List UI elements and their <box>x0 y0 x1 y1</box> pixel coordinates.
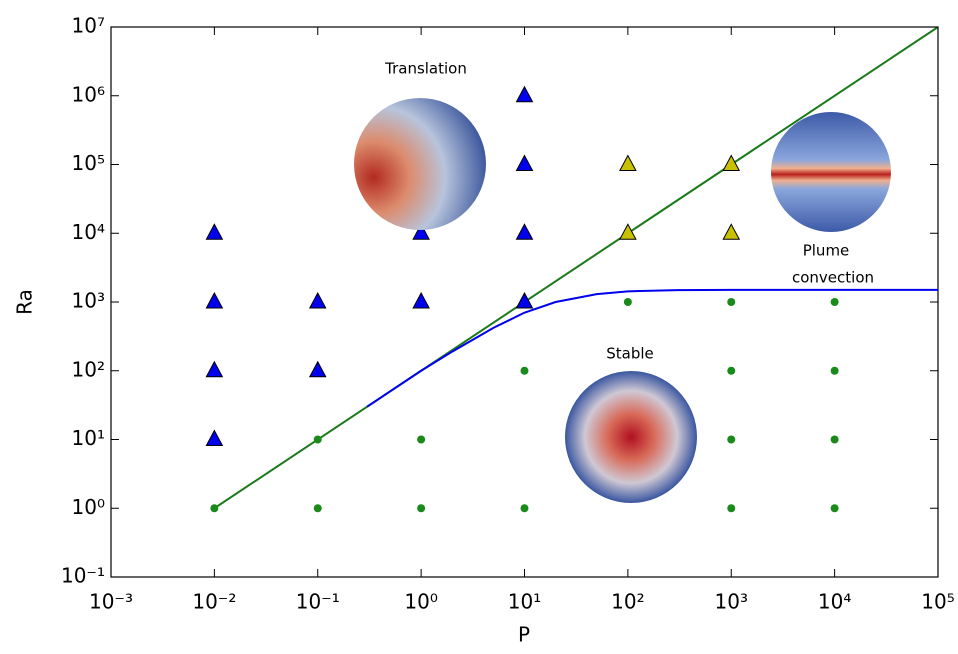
y-tick-label: 10³ <box>72 289 105 313</box>
stable-sphere <box>565 371 697 503</box>
y-tick-label: 10⁶ <box>72 82 105 106</box>
triangle-point <box>205 291 224 309</box>
x-tick-label: 10⁵ <box>921 590 954 614</box>
triangle-point <box>308 291 327 309</box>
dot-point <box>727 504 736 513</box>
y-tick-label: 10² <box>72 357 105 381</box>
y-tick-label: 10⁰ <box>72 495 105 519</box>
triangle-point <box>619 223 637 240</box>
dot-point <box>830 435 839 444</box>
x-tick-label: 10⁴ <box>818 590 851 614</box>
triangle-point <box>205 223 224 240</box>
x-tick-label: 10⁻² <box>192 590 236 614</box>
dot-point <box>830 366 839 375</box>
triangle-point <box>308 360 327 378</box>
triangle-point <box>205 360 224 378</box>
triangle-point <box>412 291 430 309</box>
dot-point <box>417 435 426 444</box>
line <box>213 27 938 510</box>
x-axis-label: P <box>518 623 530 647</box>
dot-point <box>623 298 632 306</box>
annotation: Translation <box>384 60 467 78</box>
translation-sphere <box>354 98 486 230</box>
dot-point <box>520 366 529 375</box>
y-axis-label: Ra <box>13 289 37 315</box>
dot-point <box>727 298 736 306</box>
y-tick-label: 10⁴ <box>72 220 105 244</box>
triangle-point <box>515 291 534 309</box>
dot-point <box>727 435 736 444</box>
y-tick-label: 10⁵ <box>72 151 105 175</box>
x-tick-label: 10⁻³ <box>89 590 133 614</box>
dot-point <box>727 366 736 375</box>
dot-point <box>520 504 529 513</box>
triangle-point <box>515 85 534 103</box>
dot-point <box>830 298 839 306</box>
insets <box>354 98 891 503</box>
y-tick-label: 10⁻¹ <box>61 564 105 588</box>
triangle-point <box>722 154 741 171</box>
triangle-point <box>515 223 534 240</box>
dot-point <box>210 504 219 513</box>
x-tick-label: 10³ <box>715 590 748 614</box>
triangle-point <box>619 154 637 171</box>
dot-point <box>417 504 426 513</box>
dot-point <box>313 504 322 513</box>
triangle-point <box>722 223 741 240</box>
plume-sphere <box>771 112 891 232</box>
triangle-point <box>515 154 534 171</box>
x-tick-label: 10¹ <box>508 590 541 614</box>
dot-point <box>830 504 839 513</box>
annotation: convection <box>792 269 874 287</box>
line <box>366 288 938 408</box>
plot-area <box>205 27 938 513</box>
triangle-point <box>205 429 224 446</box>
triangle-point <box>412 223 430 240</box>
dot-point <box>313 435 322 444</box>
annotation: Stable <box>606 345 654 363</box>
x-tick-label: 10² <box>611 590 644 614</box>
x-tick-label: 10⁻¹ <box>296 590 340 614</box>
y-tick-label: 10¹ <box>72 426 105 450</box>
x-tick-label: 10⁰ <box>404 590 437 614</box>
annotation: Plume <box>803 242 850 260</box>
y-tick-label: 10⁷ <box>72 14 105 38</box>
